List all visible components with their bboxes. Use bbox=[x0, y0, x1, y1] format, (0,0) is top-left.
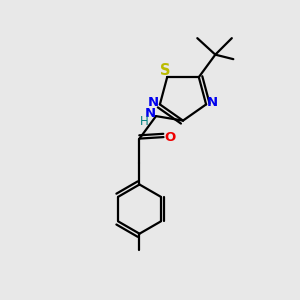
Text: N: N bbox=[145, 107, 156, 120]
Text: O: O bbox=[164, 130, 176, 144]
Text: N: N bbox=[207, 96, 218, 110]
Text: H: H bbox=[140, 115, 149, 128]
Text: N: N bbox=[148, 96, 159, 110]
Text: S: S bbox=[160, 63, 171, 78]
